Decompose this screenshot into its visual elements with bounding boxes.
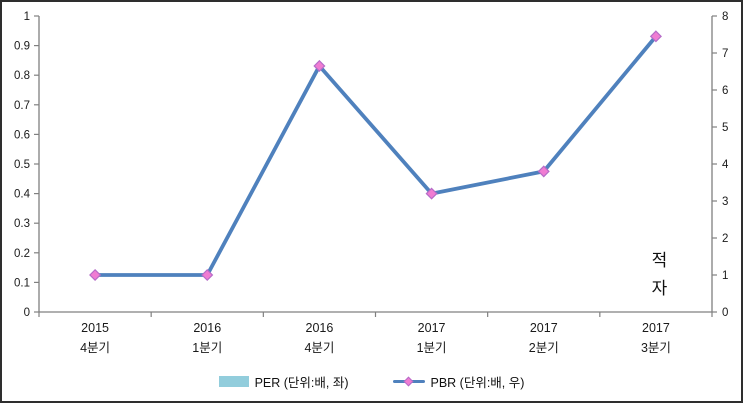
svg-text:0: 0 bbox=[722, 307, 728, 319]
svg-text:0.8: 0.8 bbox=[14, 70, 30, 82]
svg-text:2017: 2017 bbox=[530, 321, 558, 335]
svg-text:3분기: 3분기 bbox=[641, 341, 671, 355]
deficit-char-2: 자 bbox=[651, 279, 669, 298]
chart-legend: PER (단위:배, 좌) PBR (단위:배, 우) bbox=[2, 372, 741, 391]
svg-text:4: 4 bbox=[722, 159, 729, 171]
pbr-line-marker-icon bbox=[392, 376, 425, 387]
legend-item-per: PER (단위:배, 좌) bbox=[218, 372, 349, 391]
per-bar-swatch-icon bbox=[218, 376, 249, 387]
svg-text:1분기: 1분기 bbox=[417, 341, 447, 355]
svg-text:0.9: 0.9 bbox=[14, 41, 30, 53]
svg-text:0.1: 0.1 bbox=[14, 277, 30, 289]
pbr-diamond-marker-icon bbox=[403, 376, 413, 386]
svg-text:2017: 2017 bbox=[418, 321, 446, 335]
legend-label-per: PER (단위:배, 좌) bbox=[254, 376, 349, 390]
svg-text:0.3: 0.3 bbox=[14, 218, 30, 230]
svg-text:1: 1 bbox=[24, 11, 30, 23]
svg-text:5: 5 bbox=[722, 122, 728, 134]
svg-text:0.6: 0.6 bbox=[14, 129, 30, 141]
svg-text:2015: 2015 bbox=[81, 321, 109, 335]
svg-text:0.5: 0.5 bbox=[14, 159, 30, 171]
deficit-char-1: 적 bbox=[651, 251, 669, 270]
svg-text:2016: 2016 bbox=[306, 321, 334, 335]
svg-text:0.4: 0.4 bbox=[14, 189, 31, 201]
legend-item-pbr: PBR (단위:배, 우) bbox=[392, 372, 525, 391]
svg-text:0.7: 0.7 bbox=[14, 100, 30, 112]
svg-text:2: 2 bbox=[722, 233, 728, 245]
svg-text:4분기: 4분기 bbox=[80, 341, 110, 355]
legend-label-pbr: PBR (단위:배, 우) bbox=[430, 376, 525, 390]
deficit-annotation: 적 자 bbox=[644, 247, 676, 303]
svg-text:3: 3 bbox=[722, 196, 728, 208]
svg-text:2017: 2017 bbox=[642, 321, 670, 335]
svg-text:2분기: 2분기 bbox=[529, 341, 559, 355]
svg-text:8: 8 bbox=[722, 11, 728, 23]
svg-text:0.2: 0.2 bbox=[14, 248, 30, 260]
svg-text:1: 1 bbox=[722, 270, 728, 282]
svg-text:0: 0 bbox=[24, 307, 30, 319]
svg-text:7: 7 bbox=[722, 48, 728, 60]
svg-text:1분기: 1분기 bbox=[192, 341, 222, 355]
svg-text:4분기: 4분기 bbox=[304, 341, 334, 355]
svg-text:6: 6 bbox=[722, 85, 728, 97]
svg-text:2016: 2016 bbox=[193, 321, 221, 335]
